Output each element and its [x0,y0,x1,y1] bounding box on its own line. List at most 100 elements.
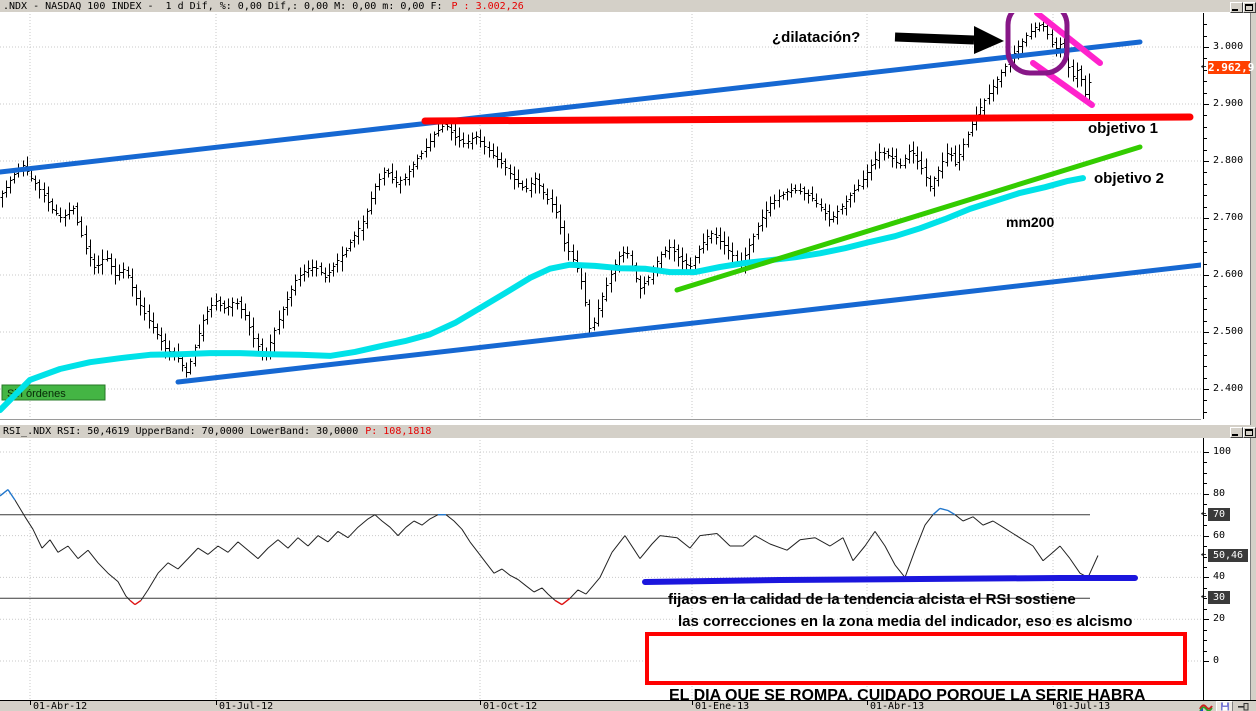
pin-button[interactable] [1237,701,1251,711]
price-chart-canvas[interactable]: Sin órdenes [0,13,1201,419]
axis-tick [1203,229,1207,231]
axis-label: 20 [1213,613,1226,625]
objetivo1-resistance-line[interactable] [421,113,1194,125]
axis-tick [1203,366,1207,368]
time-axis-tick [30,701,31,705]
axis-tick [1203,81,1207,83]
axis-tick [1203,24,1207,26]
minimize-icon [1232,9,1238,11]
time-axis-tick [216,701,217,705]
axis-tick [1203,556,1207,558]
axis-label: 0 [1213,655,1220,666]
objetivo2-trendline[interactable] [674,144,1143,293]
rsi-note-line2[interactable]: las correcciones en la zona media del in… [678,613,1133,630]
ohlc-price-bars[interactable] [0,19,1092,378]
axis-tick [1203,183,1207,185]
axis-tick [1203,343,1207,345]
minimize-button[interactable] [1230,2,1243,13]
main-chart-titlebar[interactable]: .NDX - NASDAQ 100 INDEX - 1 d Dif, %: 0,… [0,0,1256,13]
axis-label: 2.700 [1213,212,1244,223]
window-right-edge [1250,13,1256,711]
axis-label: 2.600 [1213,269,1244,280]
price-chart-panel[interactable]: Sin órdenes ¿dilatación? objetivo 1 obje… [0,13,1201,420]
symbol-title: .NDX - NASDAQ 100 INDEX - 1 d Dif, %: 0,… [3,0,443,12]
rsi-axis[interactable]: 100 80 60 40 20 0 ← 70 ← 50,46 ← 30 [1201,438,1250,700]
axis-tick [1203,263,1207,265]
time-axis-bar[interactable]: 01-Abr-12 01-Jul-12 01-Oct-12 01-Ene-13 01-A… [0,700,1256,711]
rsi-minimize-icon [1232,434,1238,436]
rsi-panel[interactable]: 2013 fijaos en la calidad de la tendenci… [0,438,1201,700]
rsi-value-marker: 70 [1208,507,1230,521]
axis-tick [1203,389,1209,390]
axis-label: 2.500 [1213,326,1244,337]
pin-icon [1238,703,1249,711]
mm200-line[interactable] [0,175,1086,414]
axis-label: 2.800 [1213,155,1244,166]
time-axis-label: 01-Oct-12 [483,701,538,711]
axis-tick [1203,400,1207,402]
axis-tick [1203,149,1207,151]
axis-tick [1203,332,1209,333]
axis-tick [1203,514,1207,516]
objetivo1-label[interactable]: objetivo 1 [1088,120,1159,137]
axis-tick [1203,69,1207,71]
axis-tick [1203,462,1207,464]
rsi-restore-button[interactable] [1243,427,1256,438]
axis-label: 100 [1213,446,1232,457]
axis-tick [1203,126,1207,128]
rsi-titlebar[interactable]: RSI_.NDX RSI: 50,4619 UpperBand: 70,0000… [0,425,1256,438]
restore-button[interactable] [1243,2,1256,13]
axis-tick [1203,172,1207,174]
axis-tick [1203,92,1207,94]
time-axis-tick [867,701,868,705]
rsi-value-marker: 50,46 [1208,548,1248,562]
rsi-header-price: P: 108,1818 [365,426,432,437]
axis-label: 2.900 [1213,98,1244,109]
axis-tick [1203,218,1209,219]
axis-tick [1203,240,1207,242]
axis-label: 2.400 [1213,383,1244,394]
price-axis[interactable]: ← 2.962,9 3.000 2.900 2.800 2.700 2.600 2.500… [1201,13,1255,419]
indicator-wave-icon[interactable] [1199,702,1213,711]
upper-channel-trendline[interactable] [0,39,1143,175]
time-axis-label: 01-Jul-12 [219,701,274,711]
axis-tick [1203,275,1209,276]
objetivo2-label[interactable]: objetivo 2 [1094,170,1165,187]
axis-label: 80 [1213,487,1226,499]
save-button[interactable] [1216,701,1233,711]
current-price-marker: 2.962,9 [1208,61,1255,75]
time-axis-tick [1053,701,1054,705]
highlight-ellipse[interactable] [1005,13,1070,76]
dilatacion-arrow-shaft[interactable] [894,32,975,45]
flag-line-lower[interactable] [1030,60,1095,108]
mm200-label[interactable]: mm200 [1006,214,1055,230]
rsi-marker-arrow-icon: ← [1201,508,1207,519]
rsi-note-line1[interactable]: fijaos en la calidad de la tendencia alc… [668,591,1076,608]
no-orders-box[interactable] [1,384,106,401]
rsi-support-trendline[interactable] [642,575,1138,585]
axis-tick [1203,661,1209,662]
axis-tick [1203,115,1207,117]
warning-text-box[interactable]: EL DIA QUE SE ROMPA, CUIDADO PORQUE LA S… [645,632,1187,700]
lower-channel-trendline[interactable] [175,262,1201,385]
axis-tick [1203,252,1207,254]
axis-tick [1203,493,1209,495]
axis-tick [1203,535,1209,537]
axis-tick [1203,472,1207,474]
axis-tick [1203,320,1207,322]
axis-tick [1203,35,1207,37]
dilatacion-annotation[interactable]: ¿dilatación? [772,29,861,46]
rsi-marker-arrow-icon: ← [1201,549,1207,560]
axis-tick [1203,195,1207,197]
floppy-disk-icon [1221,702,1229,711]
time-axis-tick [480,701,481,705]
dilatacion-arrow-head[interactable] [974,26,1004,54]
rsi-line[interactable] [14,499,1099,601]
axis-tick [1203,640,1207,642]
rsi-canvas[interactable] [0,438,1201,700]
axis-tick [1203,608,1207,610]
axis-tick [1203,354,1207,356]
rsi-minimize-button[interactable] [1230,427,1243,438]
axis-tick [1203,525,1207,527]
